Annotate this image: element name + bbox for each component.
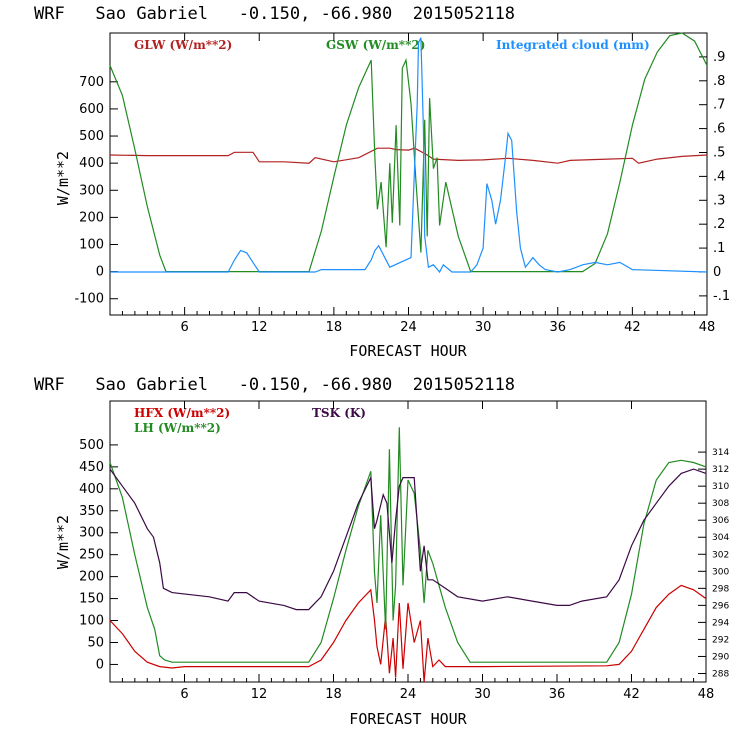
y2-tick-label: 302 [712,550,729,560]
y2-tick-label: 294 [712,618,729,628]
x-axis-label: FORECAST HOUR [349,710,467,728]
plot-frame [109,32,708,316]
x-tick-label: 42 [624,320,641,335]
y-tick-label: 450 [79,460,104,475]
axes: 6 12 18 24 30 36 42 48 -100 0 100 200 300 400 500 600 70… [74,33,730,335]
y-tick-label: 50 [87,635,104,650]
x-tick-label: 18 [325,687,342,702]
y-tick-label: 300 [79,526,104,541]
y2-tick-label: .5 [713,145,725,160]
y-tick-label: 250 [79,548,104,563]
x-tick-label: 6 [180,687,188,702]
y-tick-label: 400 [79,482,104,497]
x-tick-label: 36 [549,687,566,702]
y2-tick-label: .6 [713,122,725,137]
x-tick-label: 24 [400,320,417,335]
y-tick-label: 100 [79,614,104,629]
y2-tick-label: .1 [713,241,725,256]
y2-tick-label: 300 [712,567,729,577]
y2-tick-label: 306 [712,516,729,526]
series-line-hfx [109,584,707,683]
y2-tick-label: 288 [712,669,729,679]
panel-bottom: WRF Sao Gabriel -0.150, -66.980 20150521… [34,375,729,728]
y-tick-label: 300 [79,183,104,198]
y-tick-label: 400 [79,156,104,171]
x-tick-label: 6 [180,320,188,335]
series-line-tsk [109,468,707,611]
y-axis-label: W/m**2 [54,151,72,205]
x-axis-label: FORECAST HOUR [349,342,467,360]
x-tick-label: 24 [400,687,417,702]
y-tick-label: -100 [74,292,104,307]
axes: 6 12 18 24 30 36 42 48 0 50 100 150 200 250 300 350 400 4… [79,401,729,702]
y-tick-label: 0 [96,657,104,672]
chart-title: WRF Sao Gabriel -0.150, -66.980 20150521… [34,4,515,24]
x-tick-label: 36 [549,320,566,335]
legend-tsk: TSK (K) [312,406,366,420]
x-tick-label: 12 [251,320,268,335]
y-tick-label: 700 [79,75,104,90]
y-tick-label: 500 [79,438,104,453]
legend-glw: GLW (W/m**2) [134,38,232,52]
y-tick-label: 200 [79,210,104,225]
series-group [109,427,707,683]
y2-tick-label: 298 [712,584,729,594]
y-tick-label: 150 [79,592,104,607]
x-tick-label: 18 [326,320,343,335]
legend-hfx: HFX (W/m**2) [134,406,230,420]
series-line-gsw [109,32,708,273]
series-line-lh [109,427,707,663]
x-tick-label: 30 [474,687,491,702]
legend-lh: LH (W/m**2) [134,421,221,435]
x-tick-label: 12 [251,687,268,702]
y2-tick-label: .2 [713,217,725,232]
y-tick-label: 0 [96,265,104,280]
y2-tick-label: 292 [712,635,729,645]
y-tick-label: 200 [79,570,104,585]
y2-tick-label: 314 [712,448,729,458]
y2-tick-label: 308 [712,499,729,509]
y2-tick-label: 296 [712,601,729,611]
y2-tick-label: -.1 [713,289,730,304]
x-tick-label: 30 [475,320,492,335]
chart-title: WRF Sao Gabriel -0.150, -66.980 20150521… [34,375,515,395]
legend-cloud: Integrated cloud (mm) [496,38,650,52]
y-axis-label: W/m**2 [54,515,72,569]
panel-top: WRF Sao Gabriel -0.150, -66.980 20150521… [34,4,730,360]
y2-tick-label: 0 [713,265,721,280]
y2-tick-label: .7 [713,98,725,113]
series-line-integrated [110,37,708,274]
y2-tick-label: .4 [713,169,725,184]
x-tick-label: 48 [699,320,716,335]
y2-tick-label: 310 [712,482,729,492]
y2-tick-label: 312 [712,465,729,475]
y-tick-label: 350 [79,504,104,519]
y2-tick-label: 290 [712,652,729,662]
y2-tick-label: .3 [713,193,725,208]
series-line-glw [109,147,708,164]
x-tick-label: 48 [698,687,715,702]
y-tick-label: 100 [79,238,104,253]
series-group [109,32,708,274]
legend-gsw: GSW (W/m**2) [326,38,425,52]
x-tick-label: 42 [623,687,640,702]
y2-tick-label: .9 [713,50,725,65]
y2-tick-label: 304 [712,533,729,543]
y-tick-label: 500 [79,129,104,144]
y-tick-label: 600 [79,102,104,117]
plot-frame [109,400,707,683]
y2-tick-label: .8 [713,74,725,89]
